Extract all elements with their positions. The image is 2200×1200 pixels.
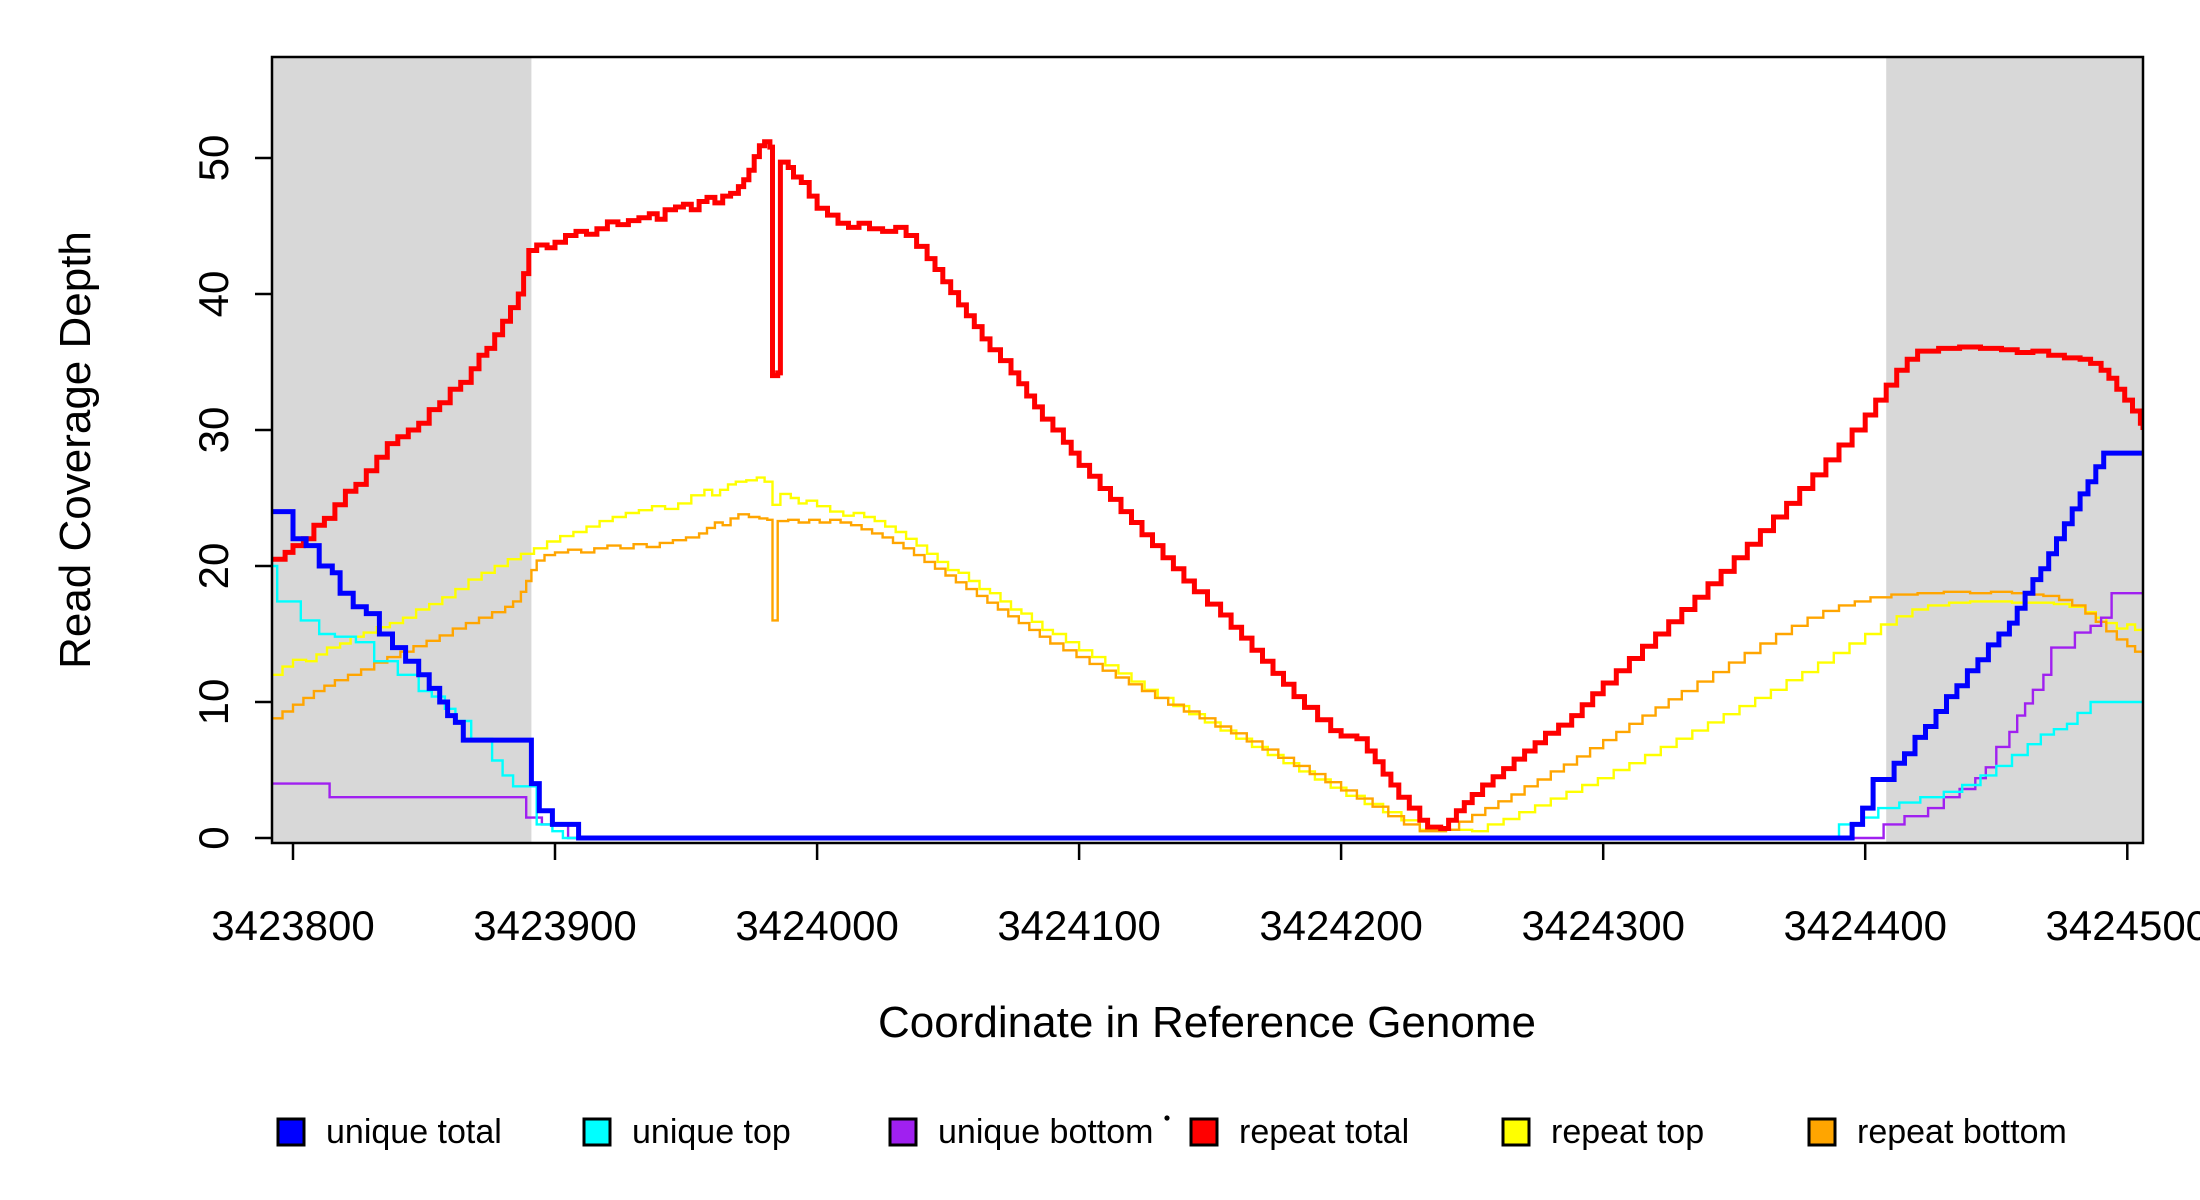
legend-item-repeat-total: repeat total <box>1189 1113 1409 1151</box>
plot-border <box>270 55 2145 845</box>
legend-swatch-repeat-bottom <box>1807 1117 1837 1147</box>
series-unique-bottom <box>272 592 2143 840</box>
legend-swatch-unique-top <box>582 1117 612 1147</box>
repeat-region-band-0 <box>272 57 532 843</box>
legend-label-repeat-top: repeat top <box>1551 1113 1704 1151</box>
x-tick-label-7: 3424500 <box>2046 902 2200 949</box>
series-repeat-total <box>272 139 2143 831</box>
x-tick-label-5: 3424300 <box>1521 902 1685 949</box>
stray-mark <box>1164 1115 1170 1121</box>
legend-swatch-unique-total <box>276 1117 306 1147</box>
y-tick-label-1: 10 <box>190 679 237 726</box>
legend-swatch-repeat-total <box>1189 1117 1219 1147</box>
x-axis-title: Coordinate in Reference Genome <box>878 998 1536 1047</box>
series-repeat-top <box>272 476 2143 833</box>
y-axis-title: Read Coverage Depth <box>51 231 100 669</box>
legend-label-repeat-total: repeat total <box>1239 1113 1409 1151</box>
series-repeat-bottom <box>272 513 2143 833</box>
legend-item-repeat-bottom: repeat bottom <box>1807 1113 2067 1151</box>
y-tick-label-4: 40 <box>190 271 237 318</box>
y-tick-label-5: 50 <box>190 135 237 182</box>
series-unique-top <box>272 564 2143 840</box>
legend-item-unique-bottom: unique bottom <box>888 1113 1154 1151</box>
legend: unique total unique top unique bottom repea… <box>276 1113 2067 1151</box>
legend-label-repeat-bottom: repeat bottom <box>1857 1113 2067 1151</box>
legend-swatch-unique-bottom <box>888 1117 918 1147</box>
y-tick-label-0: 0 <box>190 826 237 849</box>
x-tick-label-3: 3424100 <box>997 902 1161 949</box>
legend-swatch-repeat-top <box>1501 1117 1531 1147</box>
x-tick-label-0: 3423800 <box>211 902 375 949</box>
x-tick-label-2: 3424000 <box>735 902 899 949</box>
legend-label-unique-bottom: unique bottom <box>938 1113 1154 1151</box>
shaded-repeat-regions <box>272 57 2143 843</box>
x-tick-label-4: 3424200 <box>1259 902 1423 949</box>
legend-label-unique-top: unique top <box>632 1113 791 1151</box>
y-tick-label-3: 30 <box>190 407 237 454</box>
x-axis: 3423800 3423900 3424000 3424100 3424200 34243… <box>211 843 2200 949</box>
x-tick-label-1: 3423900 <box>473 902 637 949</box>
y-axis: 0 10 20 30 40 50 <box>190 135 272 850</box>
x-tick-label-6: 3424400 <box>1783 902 1947 949</box>
coverage-series <box>272 139 2143 841</box>
legend-item-unique-total: unique total <box>276 1113 502 1151</box>
repeat-region-band-1 <box>1886 57 2143 843</box>
legend-item-unique-top: unique top <box>582 1113 791 1151</box>
legend-label-unique-total: unique total <box>326 1113 502 1151</box>
series-unique-total <box>272 450 2143 841</box>
y-tick-label-2: 20 <box>190 543 237 590</box>
legend-item-repeat-top: repeat top <box>1501 1113 1704 1151</box>
